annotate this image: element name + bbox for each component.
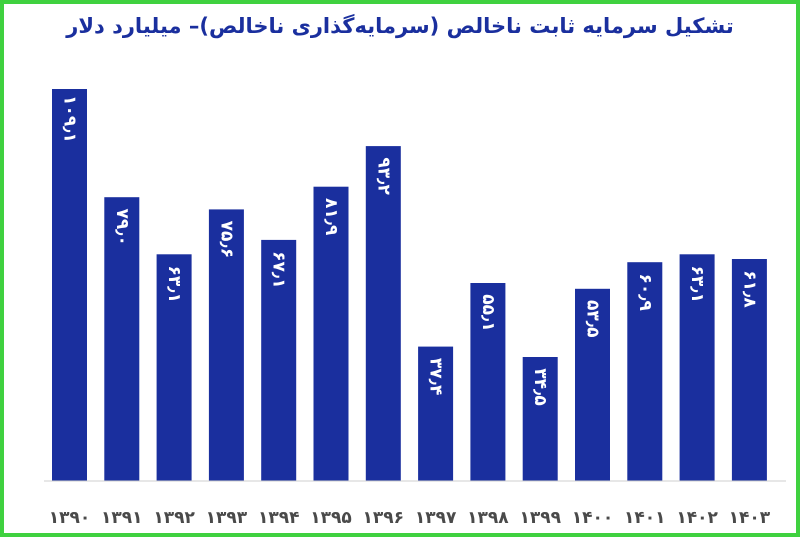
bar-10 — [575, 288, 610, 481]
value-label-11: ۶۰٫۹ — [635, 273, 655, 311]
value-label-13: ۶۱٫۸ — [739, 270, 759, 308]
x-tick-label-11: ۱۴۰۱ — [624, 508, 666, 528]
x-tick-label-13: ۱۴۰۳ — [729, 508, 771, 528]
bar-2 — [156, 254, 192, 481]
value-label-4: ۶۷٫۱ — [269, 251, 289, 288]
x-tick-label-10: ۱۴۰۰ — [572, 508, 614, 528]
x-tick-label-5: ۱۳۹۵ — [310, 508, 352, 528]
value-label-8: ۵۵٫۱ — [478, 294, 498, 331]
x-tick-label-9: ۱۳۹۹ — [519, 508, 561, 528]
bar-13 — [731, 259, 767, 481]
value-label-0: ۱۰۹٫۱ — [60, 95, 80, 143]
value-label-6: ۹۳٫۲ — [373, 157, 393, 195]
bar-8 — [470, 283, 506, 481]
x-tick-label-2: ۱۳۹۲ — [153, 508, 195, 528]
value-label-9: ۳۴٫۵ — [530, 368, 550, 405]
bar-7 — [418, 346, 454, 481]
value-label-2: ۶۳٫۱ — [164, 266, 184, 303]
x-tick-label-1: ۱۳۹۱ — [101, 508, 143, 528]
value-label-7: ۳۷٫۴ — [426, 358, 446, 395]
value-label-12: ۶۳٫۱ — [687, 266, 707, 303]
bar-0 — [52, 89, 87, 481]
bar-11 — [627, 262, 663, 481]
bar-5 — [313, 186, 349, 481]
value-label-10: ۵۳٫۵ — [583, 300, 603, 337]
bar-9 — [522, 357, 558, 481]
x-tick-label-0: ۱۳۹۰ — [49, 508, 91, 528]
bar-12 — [679, 254, 715, 481]
x-tick-label-3: ۱۳۹۳ — [206, 508, 248, 528]
x-tick-label-8: ۱۳۹۸ — [467, 508, 509, 528]
x-tick-label-7: ۱۳۹۷ — [415, 508, 457, 528]
value-label-5: ۸۱٫۹ — [321, 198, 341, 236]
chart-title: تشکیل سرمایه ثابت ناخالص (سرمایه‌گذاری ن… — [66, 14, 734, 38]
value-label-3: ۷۵٫۶ — [216, 221, 236, 258]
x-tick-label-4: ۱۳۹۴ — [258, 508, 300, 528]
x-tick-label-6: ۱۳۹۶ — [363, 508, 405, 528]
bar-3 — [208, 209, 244, 481]
x-tick-label-12: ۱۴۰۲ — [676, 508, 718, 528]
value-label-1: ۷۹٫۰ — [112, 208, 132, 245]
bar-1 — [104, 197, 140, 481]
bar-4 — [261, 239, 297, 481]
bar-6 — [365, 146, 401, 481]
